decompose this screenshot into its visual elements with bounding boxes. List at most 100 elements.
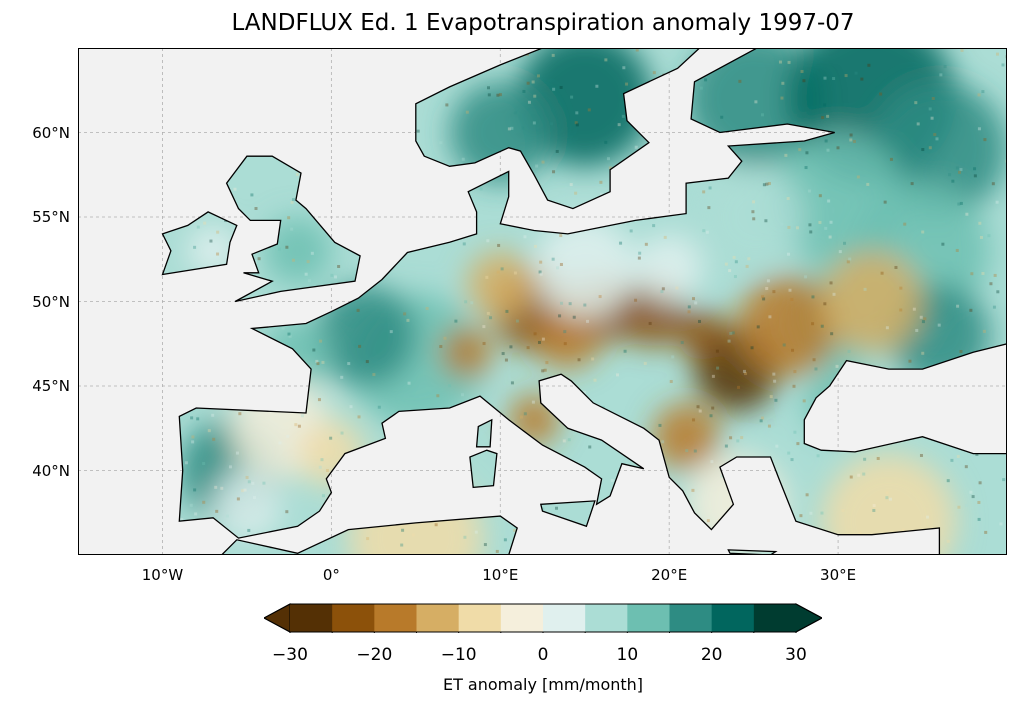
speckle: [790, 348, 794, 352]
speckle: [574, 191, 578, 195]
speckle: [411, 533, 415, 537]
speckle: [931, 97, 935, 101]
speckle: [142, 117, 145, 120]
speckle: [568, 479, 572, 483]
speckle: [681, 161, 685, 165]
speckle: [640, 498, 644, 502]
speckle: [546, 484, 550, 488]
speckle: [992, 305, 996, 309]
speckle: [619, 241, 623, 245]
speckle: [214, 485, 218, 489]
speckle: [702, 229, 706, 233]
speckle: [515, 319, 519, 323]
speckle: [192, 107, 196, 111]
speckle: [899, 286, 903, 290]
speckle: [847, 349, 851, 353]
speckle: [315, 359, 319, 363]
speckle: [796, 442, 800, 446]
speckle: [385, 255, 389, 259]
speckle: [400, 543, 404, 547]
speckle: [501, 468, 505, 472]
speckle: [188, 368, 192, 372]
speckle: [950, 458, 954, 462]
speckle: [563, 330, 567, 334]
speckle: [751, 210, 755, 214]
speckle: [573, 432, 577, 436]
speckle: [849, 133, 853, 137]
speckle: [901, 528, 905, 532]
speckle: [531, 189, 535, 193]
speckle: [564, 540, 568, 544]
speckle: [568, 302, 572, 306]
speckle: [581, 211, 585, 215]
speckle: [101, 125, 104, 128]
speckle: [200, 149, 204, 153]
colorbar-bin: [416, 604, 460, 632]
speckle: [693, 449, 697, 453]
y-tick-label: 40°N: [32, 461, 70, 480]
speckle: [995, 200, 999, 204]
speckle: [247, 480, 251, 484]
speckle: [921, 230, 925, 234]
speckle: [416, 90, 420, 94]
speckle: [401, 210, 405, 214]
speckle: [696, 405, 700, 409]
speckle: [179, 401, 183, 405]
speckle: [325, 468, 329, 472]
speckle: [814, 367, 818, 371]
speckle: [959, 168, 963, 172]
speckle: [251, 481, 255, 485]
speckle: [352, 212, 356, 216]
speckle: [354, 248, 358, 252]
speckle: [205, 269, 209, 273]
speckle: [752, 200, 756, 204]
speckle: [277, 240, 281, 244]
speckle: [841, 509, 845, 513]
speckle: [752, 217, 756, 221]
speckle: [829, 281, 833, 285]
speckle: [411, 87, 415, 91]
speckle: [461, 157, 465, 161]
speckle: [705, 230, 709, 234]
speckle: [225, 354, 229, 358]
speckle: [790, 458, 794, 462]
speckle: [240, 389, 244, 393]
speckle: [991, 182, 995, 186]
speckle: [839, 548, 843, 552]
speckle: [81, 163, 84, 166]
colorbar-tick-label: 0: [537, 645, 549, 665]
speckle: [348, 199, 352, 203]
speckle: [908, 359, 912, 363]
speckle: [955, 248, 959, 252]
speckle: [711, 374, 715, 378]
speckle: [570, 95, 574, 99]
speckle: [786, 252, 790, 256]
speckle: [109, 329, 112, 332]
speckle: [167, 370, 171, 374]
speckle: [200, 139, 204, 143]
speckle: [997, 370, 1001, 374]
speckle: [787, 60, 791, 64]
speckle: [998, 382, 1002, 386]
speckle: [787, 451, 791, 455]
speckle: [562, 410, 566, 414]
speckle: [257, 257, 261, 261]
anomaly-blob: [677, 309, 729, 361]
speckle: [903, 222, 907, 226]
speckle: [996, 406, 1000, 410]
speckle: [209, 239, 213, 243]
speckle: [184, 272, 188, 276]
speckle: [122, 387, 125, 390]
speckle: [621, 114, 625, 118]
y-tick-label: 55°N: [32, 208, 70, 226]
speckle: [818, 220, 822, 224]
speckle: [233, 187, 237, 191]
speckle: [158, 155, 161, 158]
speckle: [514, 196, 518, 200]
speckle: [202, 270, 206, 274]
speckle: [321, 494, 325, 498]
speckle: [193, 245, 197, 249]
speckle: [358, 344, 362, 348]
speckle: [571, 522, 575, 526]
speckle: [600, 391, 604, 395]
